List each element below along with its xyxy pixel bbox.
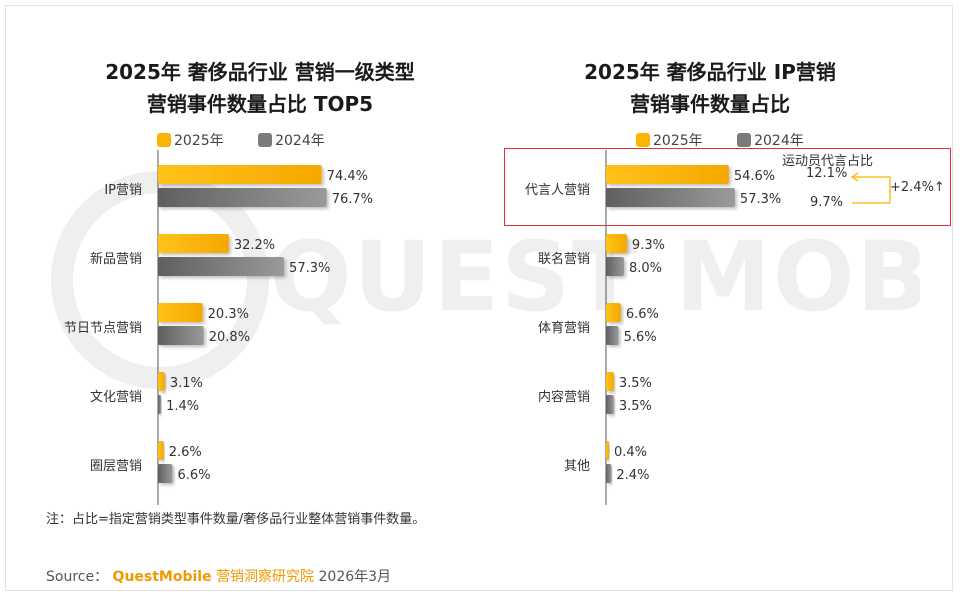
legend-label-2024: 2024年 xyxy=(275,133,325,149)
category-label: 文化营销 xyxy=(90,390,142,405)
bar-2024 xyxy=(158,464,173,483)
category-label: 代言人营销 xyxy=(525,183,590,198)
data-label-2025: 74.4% xyxy=(327,169,368,184)
data-label-2024: 2.4% xyxy=(616,468,649,483)
chart-frame xyxy=(5,5,953,591)
annotation-delta: +2.4%↑ xyxy=(890,180,945,195)
bar-2025 xyxy=(606,372,614,391)
legend-item-2024: 2024年 xyxy=(737,130,804,150)
category-label: IP营销 xyxy=(104,183,142,198)
bar-2025 xyxy=(158,372,165,391)
category-label: 联名营销 xyxy=(538,251,590,267)
left-legend: 2025年 2024年 xyxy=(157,130,355,150)
data-label-2024: 20.8% xyxy=(209,330,250,345)
legend-label-2024: 2024年 xyxy=(754,133,804,149)
data-label-2025: 32.2% xyxy=(234,238,275,253)
right-title-line2: 营销事件数量占比 xyxy=(630,92,790,116)
data-label-2025: 2.6% xyxy=(169,445,202,460)
bar-2024 xyxy=(606,464,612,483)
data-label-2024: 3.5% xyxy=(619,399,652,414)
data-label-2024: 5.6% xyxy=(624,330,657,345)
annotation-bracket xyxy=(850,172,891,204)
bar-2025 xyxy=(606,165,729,184)
legend-item-2025: 2025年 xyxy=(636,130,703,150)
bar-2025 xyxy=(158,441,164,460)
bar-2025 xyxy=(158,303,203,322)
right-bar-chart: 54.6% 57.3% 代言人营销 9.3% 8.0% 联名营销 6.6% 5.6% 体育营销 3… xyxy=(525,150,781,505)
footnote: 注：占比=指定营销类型事件数量/奢侈品行业整体营销事件数量。 xyxy=(46,512,426,527)
left-title-line1: 2025年 奢侈品行业 营销一级类型 xyxy=(105,60,415,84)
legend-swatch-2025 xyxy=(636,133,650,147)
bar-2024 xyxy=(158,326,204,345)
data-label-2024: 6.6% xyxy=(178,468,211,483)
source-label: Source： xyxy=(46,569,109,585)
bar-2024 xyxy=(606,257,624,276)
annotation-value-2025: 12.1% xyxy=(806,166,848,181)
data-label-2024: 57.3% xyxy=(289,261,330,276)
legend-swatch-2024 xyxy=(737,133,752,147)
bar-2024 xyxy=(158,395,162,414)
data-label-2024: 1.4% xyxy=(166,399,199,414)
bar-2025 xyxy=(158,234,229,253)
data-label-2025: 0.4% xyxy=(614,445,647,460)
bar-2024 xyxy=(606,188,735,207)
annotation-value-2024: 9.7% xyxy=(810,195,844,210)
data-label-2024: 57.3% xyxy=(740,192,781,207)
legend-swatch-2025 xyxy=(157,133,171,147)
source-brand: QuestMobile xyxy=(112,569,212,585)
category-label: 体育营销 xyxy=(538,320,590,336)
bar-2024 xyxy=(158,257,285,276)
category-label: 圈层营销 xyxy=(90,459,142,474)
bar-2025 xyxy=(606,441,609,460)
data-label-2024: 76.7% xyxy=(332,192,373,207)
right-legend: 2025年 2024年 xyxy=(636,130,834,150)
legend-label-2025: 2025年 xyxy=(174,133,224,149)
category-label: 其他 xyxy=(564,459,590,474)
data-label-2025: 9.3% xyxy=(632,238,665,253)
legend-item-2024: 2024年 xyxy=(258,130,325,150)
category-label: 节日节点营销 xyxy=(64,321,142,336)
data-label-2025: 6.6% xyxy=(626,307,659,322)
right-chart-title: 2025年 奢侈品行业 IP营销 营销事件数量占比 xyxy=(490,56,930,120)
bar-2024 xyxy=(158,188,327,207)
legend-item-2025: 2025年 xyxy=(157,130,224,150)
source-org: 营销洞察研究院 xyxy=(216,569,315,585)
right-title-line1: 2025年 奢侈品行业 IP营销 xyxy=(584,60,836,84)
annotation-delta-value: +2.4% xyxy=(890,180,934,195)
data-label-2024: 8.0% xyxy=(629,261,662,276)
bar-2025 xyxy=(606,303,621,322)
bar-2024 xyxy=(606,326,619,345)
source-date: 2026年3月 xyxy=(318,569,392,585)
data-label-2025: 20.3% xyxy=(208,307,249,322)
up-arrow-icon: ↑ xyxy=(933,180,945,195)
legend-swatch-2024 xyxy=(258,133,273,147)
bar-2025 xyxy=(606,234,627,253)
left-bar-chart: 74.4% 76.7% IP营销 32.2% 57.3% 新品营销 20.3% 20.8% 节日… xyxy=(64,150,373,505)
category-label: 内容营销 xyxy=(538,389,590,405)
bar-2025 xyxy=(158,165,322,184)
annotation-label: 运动员代言占比 xyxy=(782,154,874,169)
bar-2024 xyxy=(606,395,614,414)
left-chart-title: 2025年 奢侈品行业 营销一级类型 营销事件数量占比 TOP5 xyxy=(40,56,480,120)
data-label-2025: 3.1% xyxy=(170,376,203,391)
data-label-2025: 54.6% xyxy=(734,169,775,184)
data-label-2025: 3.5% xyxy=(619,376,652,391)
left-title-line2: 营销事件数量占比 TOP5 xyxy=(146,92,374,116)
category-label: 新品营销 xyxy=(90,251,142,267)
legend-label-2025: 2025年 xyxy=(653,133,703,149)
highlight-box xyxy=(504,148,951,226)
source-line: Source： QuestMobile 营销洞察研究院 2026年3月 xyxy=(46,566,391,586)
